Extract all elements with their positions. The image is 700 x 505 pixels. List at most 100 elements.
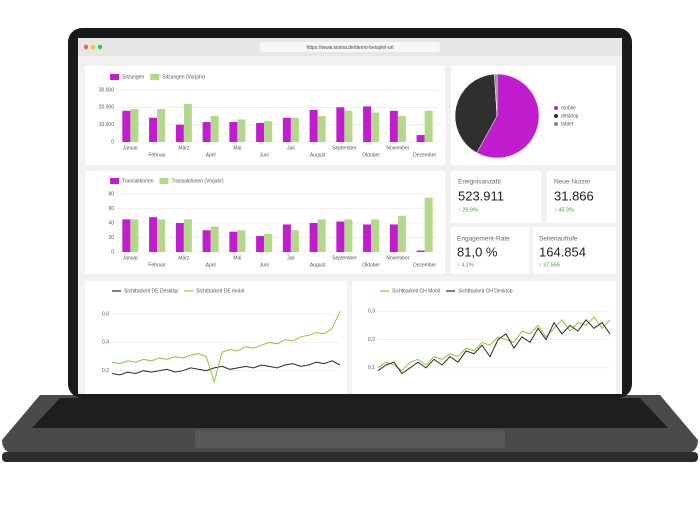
x-tick-label: Juli: [287, 255, 295, 261]
x-tick-label: Juli: [287, 145, 295, 151]
kpi-card: [533, 227, 616, 274]
y-tick-label: 60: [108, 206, 114, 212]
legend-label: Sichtbarkeit CH Desktop: [458, 288, 513, 294]
x-tick-label: November: [386, 255, 409, 261]
bar: [389, 110, 398, 142]
bar: [309, 109, 318, 142]
x-tick-label: Oktober: [362, 152, 380, 158]
pie-slice: [494, 73, 498, 117]
bar: [237, 119, 246, 142]
legend-label: Sichtbarkeit CH Mobil: [392, 288, 440, 294]
bar: [363, 224, 372, 252]
bar: [424, 197, 433, 252]
legend-label: Sichtbarkeit DE Desktop: [124, 288, 178, 294]
laptop-edge: [2, 452, 698, 462]
bar: [237, 230, 246, 252]
bar: [424, 110, 433, 142]
maximize-button[interactable]: [97, 44, 103, 50]
bar: [157, 109, 166, 142]
y-tick-label: 10.000: [99, 122, 115, 128]
x-tick-label: Januar: [123, 145, 139, 151]
x-tick-label: Januar: [123, 255, 139, 261]
bar: [183, 219, 192, 252]
bar: [336, 221, 345, 252]
kpi-value: 81,0 %: [457, 244, 498, 259]
x-tick-label: Juni: [260, 262, 269, 268]
y-tick-label: 0,6: [102, 311, 109, 317]
y-tick-label: 20: [108, 235, 114, 241]
legend-swatch: [150, 74, 160, 80]
legend-swatch: [554, 114, 558, 118]
y-tick-label: 40: [108, 220, 114, 226]
x-tick-label: April: [206, 152, 216, 158]
panel: [352, 281, 616, 394]
panel: [85, 66, 445, 165]
bar: [290, 117, 299, 142]
close-button[interactable]: [83, 44, 89, 50]
line: [377, 319, 611, 375]
legend-label: tablet: [561, 121, 574, 127]
x-tick-label: August: [310, 152, 326, 158]
bar: [202, 230, 211, 252]
bar: [416, 250, 425, 252]
bar: [264, 121, 273, 142]
kpi-label: Neue Nutzer: [554, 179, 591, 186]
keyboard: [32, 398, 668, 428]
bar: [264, 233, 273, 252]
x-tick-label: Februar: [148, 262, 166, 268]
bar: [371, 219, 380, 252]
y-tick-label: 0,2: [368, 337, 375, 343]
bar: [210, 116, 219, 142]
kpi-card: [451, 227, 529, 274]
bar: [309, 223, 318, 252]
x-tick-label: Dezember: [413, 262, 436, 268]
bar: [389, 224, 398, 252]
panel: [85, 171, 445, 274]
bar: [229, 122, 238, 142]
bar: [317, 116, 326, 142]
kpi-card: [451, 171, 541, 223]
x-tick-label: September: [332, 145, 357, 151]
legend-label: Sichtbarkeit DE mobil: [196, 288, 244, 294]
bar: [290, 230, 299, 252]
y-tick-label: 20.000: [99, 105, 115, 111]
url: https://www.xioma.de/demo-beispiel-url: [307, 45, 394, 51]
kpi-value: 523.911: [458, 188, 504, 203]
x-tick-label: März: [178, 255, 190, 261]
x-tick-label: März: [178, 145, 190, 151]
legend-swatch: [110, 74, 119, 80]
x-tick-label: Oktober: [362, 262, 380, 268]
y-tick-label: 0: [111, 249, 114, 255]
pie-slice: [476, 73, 540, 159]
kpi-change: ↑ 29,9%: [458, 207, 478, 213]
bar: [149, 117, 158, 142]
bar: [175, 124, 184, 142]
legend-swatch: [159, 178, 169, 184]
bar: [397, 116, 406, 142]
legend-label: desktop: [561, 113, 579, 119]
y-tick-label: 80: [108, 191, 114, 197]
minimize-button[interactable]: [90, 44, 96, 50]
bar: [344, 219, 353, 252]
line: [111, 360, 341, 376]
kpi-change: ↑ 45,3%: [554, 207, 574, 213]
kpi-label: Engagement-Rate: [457, 236, 510, 243]
legend-swatch: [554, 122, 558, 126]
bar: [416, 135, 425, 142]
legend-label: Sitzungen (Vorjahr): [162, 74, 205, 80]
x-tick-label: Mai: [233, 145, 241, 151]
pie-slice: [454, 73, 498, 154]
legend-swatch: [110, 178, 119, 184]
bar: [363, 106, 372, 142]
bar: [229, 231, 238, 252]
x-tick-label: August: [310, 262, 326, 268]
legend-label: Sitzungen: [122, 74, 144, 80]
trackpad: [195, 430, 505, 448]
bar: [149, 217, 158, 252]
legend-label: Transaktionen (Vorjahr): [172, 178, 224, 184]
bar: [210, 226, 219, 252]
y-tick-label: 0,1: [368, 365, 375, 371]
address-bar[interactable]: [260, 42, 440, 52]
bar: [122, 219, 131, 252]
